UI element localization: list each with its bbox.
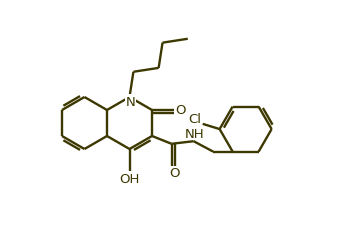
Text: O: O — [175, 104, 185, 117]
Text: OH: OH — [119, 172, 140, 185]
Text: Cl: Cl — [188, 113, 201, 126]
Text: NH: NH — [185, 127, 205, 140]
Text: N: N — [126, 95, 135, 108]
Text: O: O — [169, 167, 180, 180]
